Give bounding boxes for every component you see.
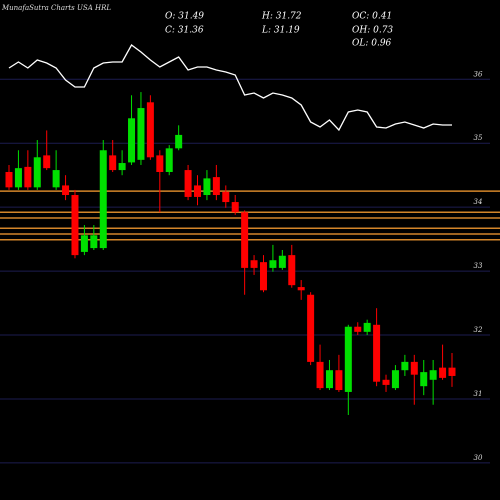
y-tick-label: 32 [474,326,483,334]
y-tick-label: 35 [474,134,483,142]
candle-body [297,287,305,291]
candle-body [288,255,296,286]
ohlc-label: OC: 0.41 [352,12,392,22]
candle-body [203,178,211,196]
candle-body [62,185,70,196]
candle-body [137,108,145,160]
candle-body [373,324,381,382]
ohlc-label: OL: 0.96 [352,39,392,49]
candle-body [241,212,249,268]
ohlc-label: OH: 0.73 [352,26,393,36]
candle-body [250,260,258,268]
candle-body [439,367,447,378]
y-tick-label: 30 [474,454,483,462]
candle-body [222,191,230,203]
y-tick-label: 36 [474,70,483,78]
candle-body [128,118,136,163]
candle-body [52,170,60,188]
ohlc-label: H: 31.72 [261,12,302,22]
candle-body [363,322,371,332]
candle-body [448,367,456,376]
candle-body [382,379,390,385]
candle-body [429,370,437,380]
candle-body [90,235,98,249]
y-tick-label: 31 [474,390,483,398]
candle-body [212,177,220,196]
candle-body [344,326,352,392]
candle-body [43,155,51,169]
candle-body [325,370,333,389]
candle-body [420,372,428,387]
candle-body [278,255,286,268]
candle-body [231,202,239,213]
ohlc-label: L: 31.19 [261,26,300,36]
candle-body [175,134,183,149]
candle-body [401,361,409,371]
candle-body [33,157,41,188]
candle-body [80,235,88,252]
candle-body [165,148,173,172]
candle-body [14,168,22,188]
candle-body [118,163,126,171]
candle-body [24,166,32,188]
ohlc-label: O: 31.49 [165,12,204,22]
candle-body [99,150,107,249]
candle-body [109,155,117,171]
candle-body [156,155,164,172]
candle-body [410,361,418,375]
candle-body [5,171,13,188]
candle-body [146,102,154,158]
y-tick-label: 33 [474,262,483,270]
candle-body [335,370,343,391]
candle-body [316,361,324,389]
ohlc-label: C: 31.36 [165,26,204,36]
chart-title: MunafaSutra Charts USA HRL [1,4,111,12]
indicator-line [8,44,452,132]
candle-body [307,294,315,362]
candle-body [259,262,267,291]
candle-body [269,260,277,268]
candle-body [391,370,399,389]
y-tick-label: 34 [474,198,483,206]
candle-body [194,185,202,197]
candle-body [184,170,192,197]
candle-body [71,195,79,256]
candle-body [354,326,362,332]
